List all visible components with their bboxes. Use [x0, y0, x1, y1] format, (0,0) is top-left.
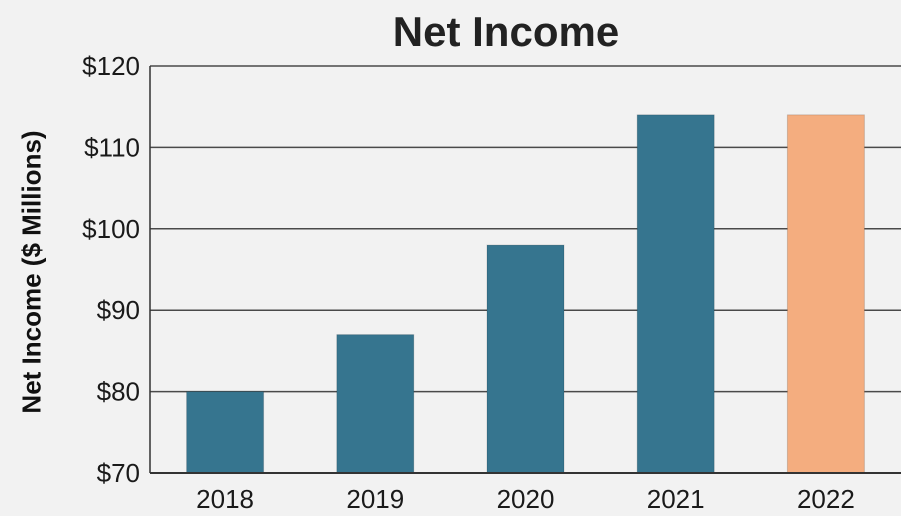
x-tick-label: 2022	[797, 484, 855, 514]
bar	[786, 114, 865, 474]
bar	[186, 391, 265, 474]
x-tick-label: 2020	[497, 484, 555, 514]
bar	[336, 334, 415, 474]
chart-title: Net Income	[392, 8, 620, 55]
y-tick-label: $80	[97, 377, 140, 407]
x-tick-label: 2019	[346, 484, 404, 514]
y-tick-label: $90	[97, 295, 140, 325]
y-tick-label: $120	[82, 51, 140, 81]
y-tick-label: $110	[84, 132, 140, 162]
x-tick-label: 2021	[647, 484, 705, 514]
bar	[636, 114, 715, 474]
y-tick-label: $100	[82, 214, 140, 244]
x-tick-label: 2018	[196, 484, 254, 514]
y-tick-label: $70	[97, 458, 140, 488]
bar	[486, 244, 565, 474]
